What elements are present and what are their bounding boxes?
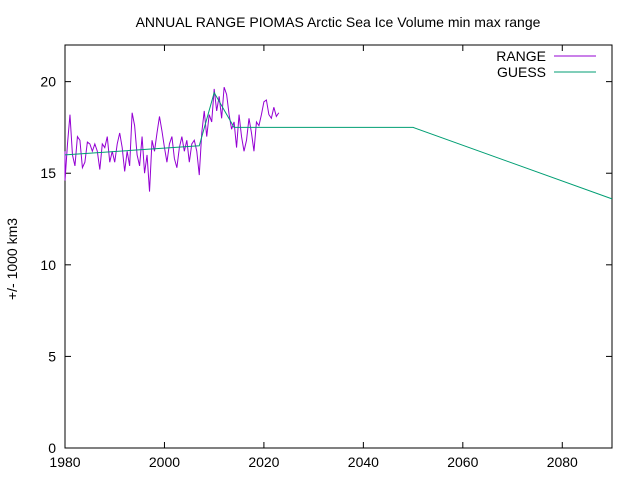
legend-label-range: RANGE [496, 48, 546, 64]
y-tick-label: 0 [48, 440, 56, 456]
y-axis-label: +/- 1000 km3 [4, 218, 20, 300]
series-layer [64, 86, 613, 200]
x-axis-ticks: 1980 2000 2020 2040 2060 2080 [49, 45, 578, 470]
y-tick-label: 15 [40, 165, 56, 181]
y-tick-label: 5 [48, 348, 56, 364]
y-tick-label: 20 [40, 74, 56, 90]
y-tick-label: 10 [40, 257, 56, 273]
chart-title: ANNUAL RANGE PIOMAS Arctic Sea Ice Volum… [136, 14, 541, 30]
y-axis-ticks: 0 5 10 15 20 [40, 74, 612, 456]
x-tick-label: 2040 [348, 454, 379, 470]
plot-frame [64, 44, 613, 449]
x-tick-label: 2000 [149, 454, 180, 470]
x-tick-label: 2020 [248, 454, 279, 470]
x-tick-label: 2060 [447, 454, 478, 470]
series-line-range [64, 86, 280, 192]
x-tick-label: 2080 [547, 454, 578, 470]
series-line-guess [64, 91, 613, 200]
legend-label-guess: GUESS [497, 64, 546, 80]
x-tick-label: 1980 [49, 454, 80, 470]
